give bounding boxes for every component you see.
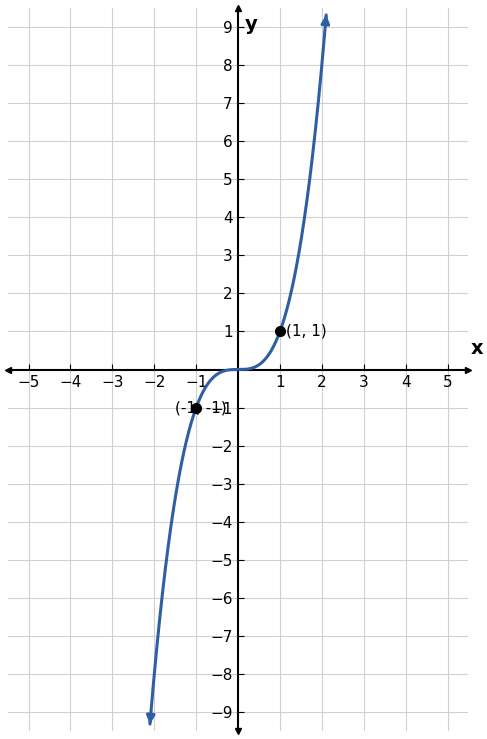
- Text: y: y: [244, 16, 257, 34]
- Text: (-1, -1): (-1, -1): [175, 400, 227, 415]
- Text: x: x: [470, 339, 483, 358]
- Text: (1, 1): (1, 1): [286, 324, 327, 339]
